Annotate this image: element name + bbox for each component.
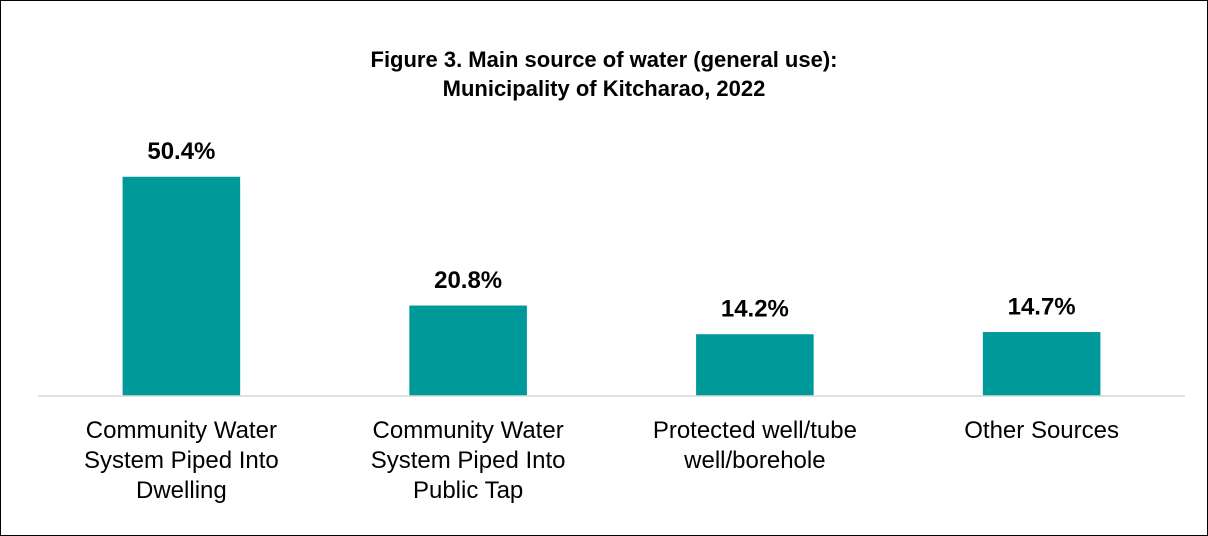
chart-title: Figure 3. Main source of water (general … xyxy=(371,47,838,72)
bar xyxy=(696,334,814,396)
data-label: 50.4% xyxy=(147,138,215,165)
bar xyxy=(122,176,241,396)
data-label: 14.2% xyxy=(721,296,789,323)
chart-title: Municipality of Kitcharao, 2022 xyxy=(443,76,766,101)
bar xyxy=(982,332,1101,396)
data-label: 20.8% xyxy=(434,267,502,294)
x-tick-label: Community Water System Piped Into Dwelli… xyxy=(83,417,279,504)
bar xyxy=(409,305,527,396)
x-tick-label: Protected well/tube well/borehole xyxy=(652,417,857,474)
data-label: 14.7% xyxy=(1008,293,1076,320)
x-tick-label: Community Water System Piped Into Public… xyxy=(370,417,566,504)
x-tick-label: Other Sources xyxy=(964,417,1119,444)
